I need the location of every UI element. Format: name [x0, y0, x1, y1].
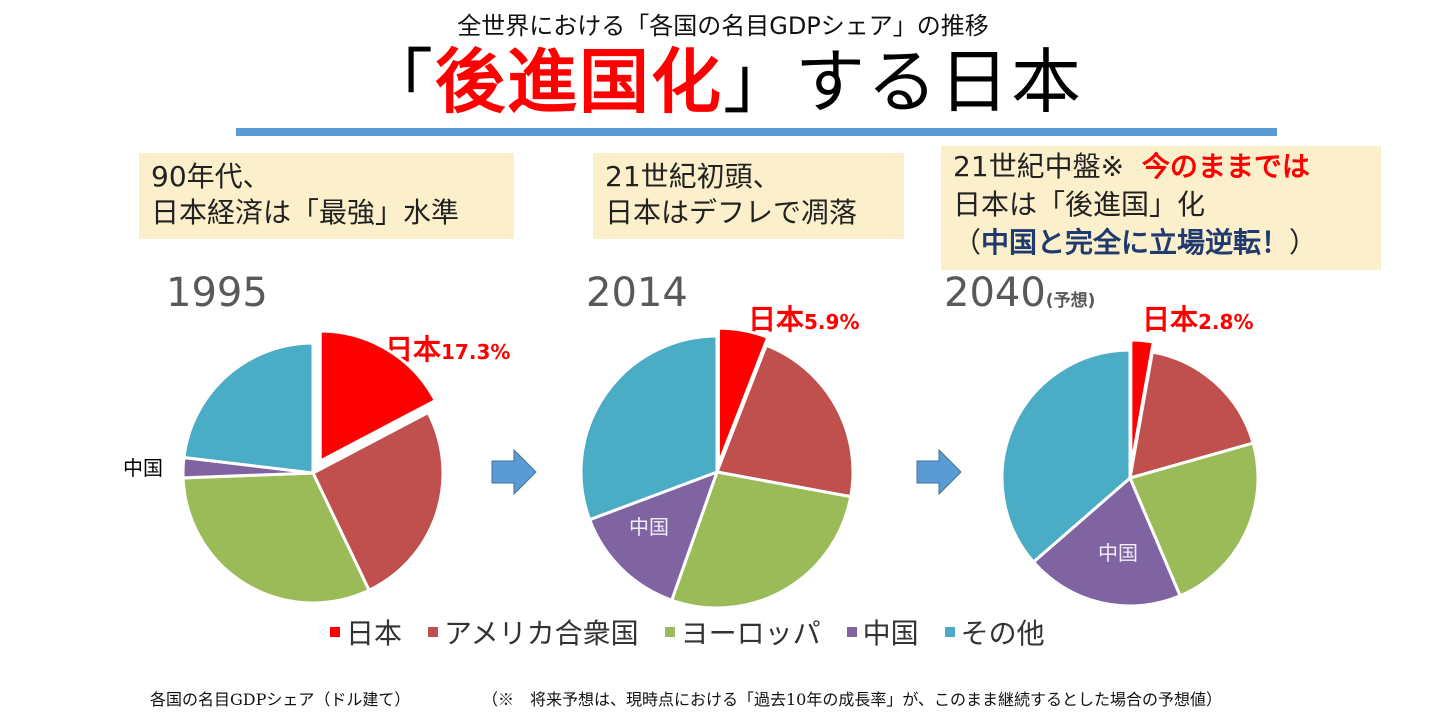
pie-slice-europe: [1127, 441, 1260, 598]
note-paren: （: [953, 226, 982, 259]
pie-slice-other: [1000, 348, 1132, 565]
pie-1995: [181, 329, 445, 605]
legend-swatch: [846, 627, 857, 637]
pie-slice-usa: [311, 410, 445, 593]
japan-name: 日本: [748, 303, 805, 336]
footer-note: （※ 将来予想は、現時点における「過去10年の成長率」が、このまま継続するとした…: [482, 690, 1223, 709]
note-line: 90年代、: [151, 160, 271, 193]
note-paren: ）: [1289, 226, 1318, 259]
japan-pct: 2.8%: [1198, 310, 1254, 334]
note-text: 21世紀中盤※: [953, 150, 1125, 183]
japan-label-2014: 日本5.9%: [748, 298, 859, 338]
legend-item-other: その他: [944, 612, 1045, 652]
note-line: 日本はデフレで凋落: [605, 196, 858, 229]
legend-label: ヨーロッパ: [680, 617, 821, 650]
pie-2014: 中国: [579, 326, 855, 610]
year-suffix: (予想): [1045, 291, 1096, 311]
year-label-2014: 2014: [586, 270, 688, 316]
note-mid-century: 21世紀中盤※ 今のままでは 日本は「後進国」化 （中国と完全に立場逆転！）: [941, 146, 1381, 270]
pie-slice-china: [587, 469, 720, 603]
china-slice-label: 中国: [629, 515, 669, 539]
pie-slice-china: [1031, 475, 1183, 608]
title-close-bracket: 」: [723, 41, 795, 123]
legend-item-china: 中国: [846, 612, 919, 652]
note-line: 日本経済は「最強」水準: [151, 196, 460, 229]
pie-slice-usa: [714, 343, 855, 499]
note-line: （中国と完全に立場逆転！）: [953, 224, 1369, 262]
note-1990s: 90年代、 日本経済は「最強」水準: [139, 153, 514, 239]
legend-label: その他: [960, 617, 1045, 650]
note-2000s: 21世紀初頭、 日本はデフレで凋落: [593, 153, 904, 239]
note-line: 21世紀中盤※ 今のままでは: [953, 148, 1369, 186]
china-slice-label: 中国: [1098, 541, 1138, 565]
japan-pct: 5.9%: [804, 310, 860, 334]
page-title: 「後進国化」する日本: [0, 40, 1446, 124]
japan-name: 日本: [1142, 303, 1199, 336]
pie-slice-europe: [669, 470, 853, 610]
title-emphasis: 後進国化: [435, 41, 723, 123]
legend-swatch: [428, 627, 439, 637]
legend-item-europe: ヨーロッパ: [664, 612, 821, 652]
japan-label-1995: 日本17.3%: [385, 328, 510, 368]
pie-slice-europe: [181, 471, 372, 605]
pie-slice-japan: [716, 326, 770, 465]
year-text: 1995: [166, 270, 268, 316]
title-divider: [236, 128, 1277, 136]
pie-slice-other: [579, 334, 719, 522]
pie-slice-usa: [1128, 350, 1255, 481]
title-rest: する日本: [795, 41, 1083, 123]
pie-2040: 中国: [1000, 338, 1260, 608]
note-emphasis: 中国と完全に立場逆転！: [981, 226, 1290, 259]
legend-label: 中国: [862, 617, 919, 650]
legend-swatch: [664, 627, 675, 637]
footer-source: 各国の名目GDPシェア（ドル建て）: [150, 690, 411, 709]
year-text: 2040: [944, 270, 1046, 316]
note-line: 21世紀初頭、: [605, 160, 781, 193]
arrow-right-icon: [916, 448, 962, 496]
legend-swatch: [330, 627, 340, 637]
legend-label: アメリカ合衆国: [444, 617, 639, 650]
legend-item-usa: アメリカ合衆国: [428, 612, 639, 652]
legend-label: 日本: [346, 617, 403, 650]
chart-legend: 日本 アメリカ合衆国 ヨーロッパ 中国 その他: [330, 612, 1045, 652]
note-line: 日本は「後進国」化: [953, 188, 1206, 221]
pie-slice-japan: [318, 329, 438, 464]
china-label-1995: 中国: [123, 456, 163, 480]
arrow-right-icon: [491, 448, 537, 496]
year-text: 2014: [586, 270, 688, 316]
pie-slice-other: [182, 341, 315, 475]
title-open-bracket: 「: [363, 41, 435, 123]
japan-label-2040: 日本2.8%: [1142, 298, 1253, 338]
subtitle: 全世界における「各国の名目GDPシェア」の推移: [457, 12, 989, 40]
japan-pct: 17.3%: [441, 340, 511, 364]
legend-swatch: [944, 627, 955, 637]
year-label-1995: 1995: [166, 270, 268, 316]
note-warning: 今のままでは: [1141, 150, 1310, 183]
legend-item-japan: 日本: [330, 612, 402, 652]
year-label-2040: 2040(予想): [944, 270, 1095, 316]
